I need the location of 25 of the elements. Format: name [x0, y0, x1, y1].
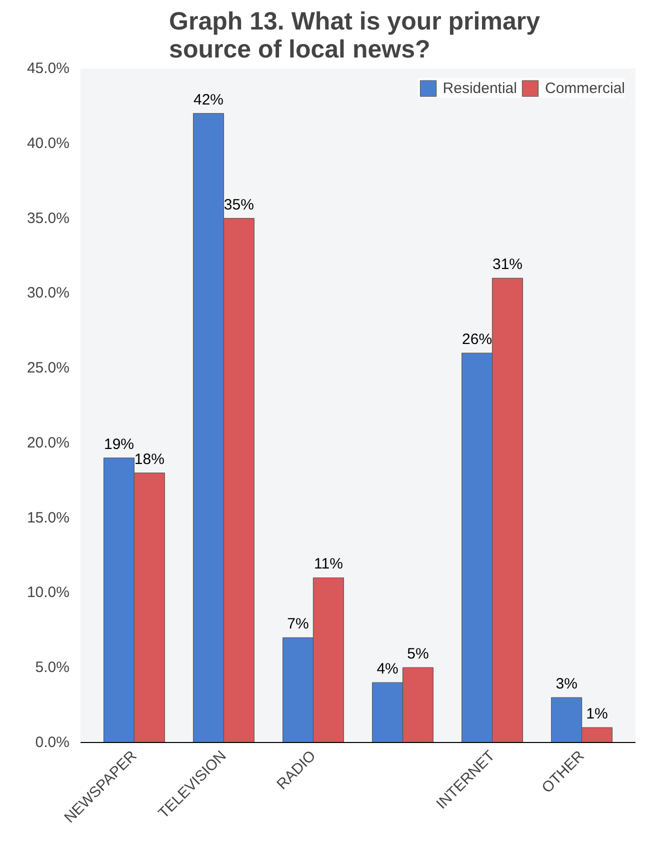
y-tick-label: 25.0%: [26, 360, 70, 377]
data-label: 26%: [462, 331, 492, 348]
data-label: 1%: [586, 706, 608, 723]
y-tick-label: 15.0%: [26, 509, 70, 526]
y-tick-label: 45.0%: [26, 60, 70, 77]
y-tick-label: 30.0%: [26, 284, 70, 302]
legend-label: Residential: [442, 80, 517, 96]
data-label: 42%: [193, 91, 224, 108]
data-label: 18%: [134, 450, 164, 468]
y-tick-label: 5.0%: [35, 659, 70, 676]
data-label: 11%: [314, 556, 343, 573]
data-label: 35%: [224, 196, 254, 214]
y-tick-label: 40.0%: [26, 134, 70, 152]
data-label: 5%: [407, 646, 429, 663]
y-tick-label: 0.0%: [35, 734, 70, 751]
data-label: 4%: [376, 660, 398, 678]
data-label: 31%: [492, 256, 523, 274]
y-tick-label: 20.0%: [26, 434, 70, 452]
y-tick-label: 35.0%: [26, 210, 70, 227]
legend-label: Commercial: [544, 80, 625, 96]
data-label: 7%: [287, 616, 309, 633]
data-label: 3%: [556, 676, 578, 693]
y-tick-label: 10.0%: [26, 584, 70, 602]
chart-title: Graph 13. What is your primary source of local news?: [169, 8, 540, 64]
data-label: 19%: [104, 436, 134, 453]
